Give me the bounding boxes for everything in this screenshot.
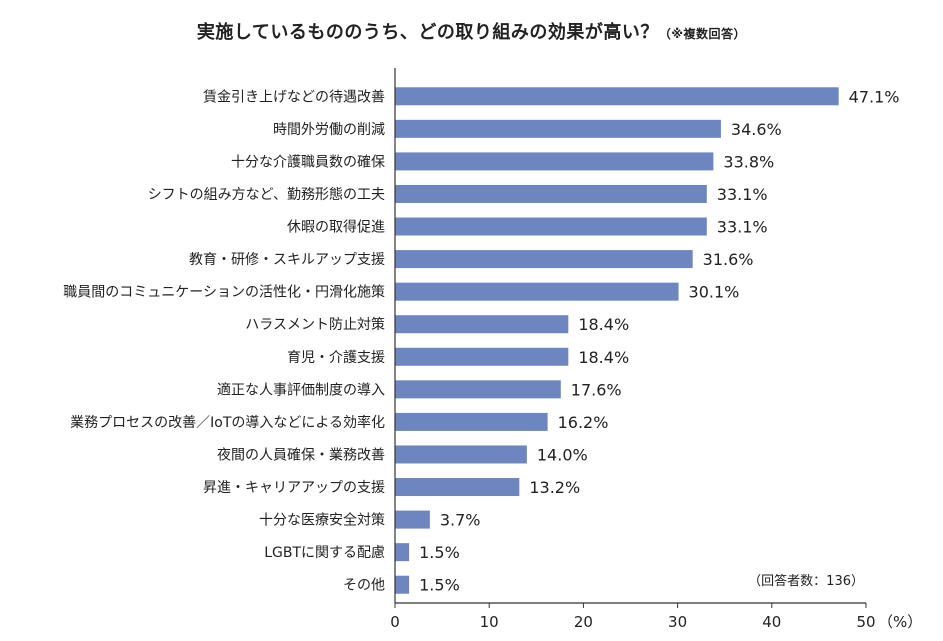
category-label: 業務プロセスの改善／IoTの導入などによる効率化 [70, 414, 385, 431]
x-tick-label: 20 [574, 613, 593, 631]
value-label: 16.2% [558, 413, 609, 432]
category-label: 時間外労働の削減 [273, 121, 385, 138]
bars-group: 賃金引き上げなどの待遇改善 47.1% 時間外労働の削減 34.6% 十分な介護職員数の… [63, 87, 900, 595]
value-label: 31.6% [703, 250, 754, 269]
x-tick-label: 10 [480, 613, 499, 631]
category-label: 職員間のコミュニケーションの活性化・円滑化施策 [63, 284, 385, 301]
category-label: その他 [343, 578, 385, 594]
bar [395, 575, 410, 594]
x-tick-label: 50 [856, 613, 875, 631]
category-label: 十分な介護職員数の確保 [231, 154, 385, 170]
bar [395, 217, 707, 236]
bar [395, 152, 714, 171]
value-label: 1.5% [419, 543, 460, 562]
value-label: 33.1% [717, 185, 768, 204]
bar [395, 380, 561, 399]
bar [395, 87, 839, 106]
bar [395, 315, 569, 334]
bar [395, 510, 430, 529]
bar [395, 119, 721, 138]
value-label: 17.6% [571, 380, 622, 399]
category-label: 休暇の取得促進 [287, 219, 385, 236]
value-label: 1.5% [419, 576, 460, 595]
bar [395, 412, 548, 431]
category-label: 育児・介護支援 [287, 350, 385, 366]
value-label: 33.1% [717, 218, 768, 237]
bar [395, 347, 569, 366]
value-label: 34.6% [731, 120, 782, 139]
value-label: 30.1% [689, 283, 740, 302]
value-label: 18.4% [578, 348, 629, 367]
value-label: 33.8% [723, 152, 774, 171]
bar [395, 282, 679, 301]
respondents-note: （回答者数：136） [748, 573, 864, 589]
x-tick-label: 0 [390, 613, 400, 631]
category-label: 夜間の人員確保・業務改善 [217, 447, 385, 463]
category-label: シフトの組み方など、勤務形態の工夫 [148, 187, 385, 203]
value-label: 13.2% [529, 478, 580, 497]
value-label: 3.7% [440, 511, 481, 530]
chart-title-note: （※複数回答） [658, 27, 747, 41]
category-label: 適正な人事評価制度の導入 [217, 381, 385, 398]
category-label: LGBTに関する配慮 [264, 545, 385, 561]
x-tick-label: 30 [668, 613, 687, 631]
bar [395, 250, 693, 269]
bar [395, 184, 707, 203]
category-label: 賃金引き上げなどの待遇改善 [203, 89, 385, 105]
x-tick-label: 40 [762, 613, 781, 631]
value-label: 14.0% [537, 445, 588, 464]
chart-title-text: 実施しているもののうち、どの取り組みの効果が高い？ [196, 22, 659, 43]
bar [395, 543, 410, 562]
category-label: 教育・研修・スキルアップ支援 [189, 252, 385, 268]
bar [395, 478, 520, 497]
value-label: 47.1% [849, 87, 900, 106]
x-axis-unit: （%） [878, 613, 922, 631]
category-label: 十分な医療安全対策 [259, 512, 385, 529]
value-label: 18.4% [578, 315, 629, 334]
x-axis-ticks: 0 10 20 30 40 50 [390, 603, 876, 631]
category-label: 昇進・キャリアアップの支援 [203, 480, 385, 496]
category-label: ハラスメント防止対策 [245, 316, 385, 333]
bar [395, 445, 527, 464]
chart-title: 実施しているもののうち、どの取り組みの効果が高い？（※複数回答） [0, 18, 943, 44]
